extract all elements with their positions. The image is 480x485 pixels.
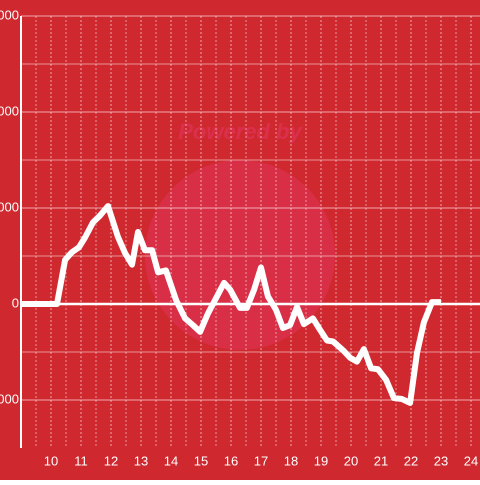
x-tick-label: 14	[164, 453, 178, 468]
y-tick-label: -1,000	[0, 391, 19, 406]
x-tick-label: 24	[464, 453, 478, 468]
x-tick-label: 16	[224, 453, 238, 468]
x-tick-label: 22	[404, 453, 418, 468]
x-tick-label: 23	[434, 453, 448, 468]
y-tick-label: 0	[12, 295, 19, 310]
x-tick-label: 12	[104, 453, 118, 468]
y-tick-label: 2,000	[0, 103, 19, 118]
x-tick-label: 18	[284, 453, 298, 468]
x-tick-label: 11	[74, 453, 88, 468]
y-tick-label: 3,000	[0, 7, 19, 22]
y-tick-label: 1,000	[0, 199, 19, 214]
line-series	[21, 203, 441, 406]
x-tick-label: 13	[134, 453, 148, 468]
x-tick-label: 20	[344, 453, 358, 468]
x-tick-label: 17	[254, 453, 268, 468]
x-tick-label: 15	[194, 453, 208, 468]
x-tick-label: 19	[314, 453, 328, 468]
x-tick-label: 10	[44, 453, 58, 468]
watermark: Powered by	[178, 119, 303, 144]
x-tick-label: 21	[374, 453, 388, 468]
